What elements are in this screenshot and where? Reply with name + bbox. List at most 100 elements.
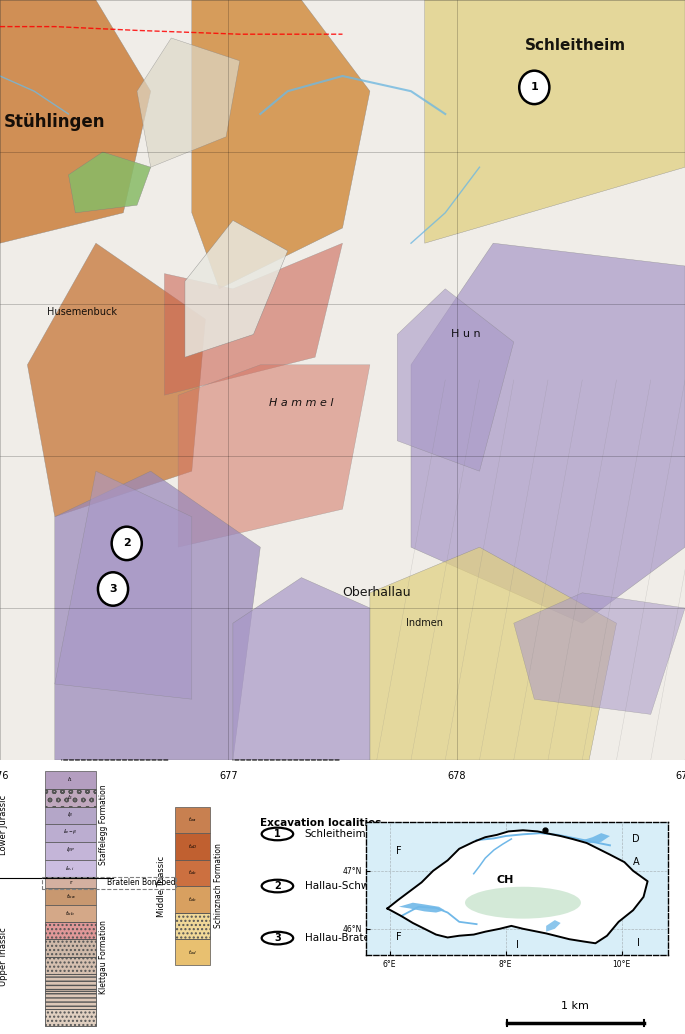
Circle shape bbox=[112, 526, 142, 560]
Circle shape bbox=[98, 572, 128, 606]
Bar bbox=[45, 789, 96, 807]
Bar bbox=[175, 913, 210, 939]
Text: I: I bbox=[516, 940, 519, 950]
Bar bbox=[42, 877, 176, 889]
Text: Excavation localities: Excavation localities bbox=[260, 818, 382, 828]
Text: Lower Jurassic: Lower Jurassic bbox=[0, 794, 8, 854]
Text: Staffelegg Formation: Staffelegg Formation bbox=[99, 784, 108, 864]
Text: Husemenbuck: Husemenbuck bbox=[47, 307, 117, 316]
Bar bbox=[175, 886, 210, 913]
Bar bbox=[45, 887, 96, 905]
Ellipse shape bbox=[465, 887, 581, 918]
Bar bbox=[45, 974, 96, 992]
Text: 1: 1 bbox=[530, 83, 538, 92]
Bar bbox=[45, 1008, 96, 1026]
Bar bbox=[175, 913, 210, 939]
Text: F: F bbox=[395, 933, 401, 942]
Text: H a m m e l: H a m m e l bbox=[269, 398, 334, 407]
Bar bbox=[45, 992, 96, 1008]
Polygon shape bbox=[192, 0, 370, 288]
Bar bbox=[45, 974, 96, 992]
Text: 3: 3 bbox=[109, 584, 117, 594]
Polygon shape bbox=[370, 547, 616, 760]
Bar bbox=[45, 922, 96, 940]
Text: CH: CH bbox=[497, 875, 514, 884]
Bar bbox=[45, 922, 96, 940]
Polygon shape bbox=[0, 0, 151, 243]
Text: Schleitheim-Santierge: Schleitheim-Santierge bbox=[305, 829, 421, 839]
Circle shape bbox=[262, 827, 293, 841]
Bar bbox=[45, 807, 96, 824]
Bar bbox=[45, 789, 96, 807]
Text: $t_{\sigma a}$: $t_{\sigma a}$ bbox=[188, 816, 197, 824]
Polygon shape bbox=[397, 288, 514, 472]
Polygon shape bbox=[546, 920, 560, 932]
Text: $t_{\sigma D}$: $t_{\sigma D}$ bbox=[188, 842, 197, 851]
Text: Oberhallau: Oberhallau bbox=[342, 586, 411, 600]
Text: Indmen: Indmen bbox=[406, 618, 443, 629]
Circle shape bbox=[262, 932, 293, 944]
Bar bbox=[175, 807, 210, 833]
Bar bbox=[45, 956, 96, 974]
Bar bbox=[175, 859, 210, 886]
Text: Middle Triassic: Middle Triassic bbox=[158, 855, 166, 916]
Text: $l_{\beta P}$: $l_{\beta P}$ bbox=[66, 846, 75, 856]
Circle shape bbox=[519, 70, 549, 104]
Bar bbox=[45, 860, 96, 878]
Bar bbox=[175, 833, 210, 859]
Polygon shape bbox=[581, 833, 610, 843]
Text: I: I bbox=[638, 938, 640, 948]
Polygon shape bbox=[233, 578, 370, 760]
Bar bbox=[45, 843, 96, 860]
Text: 1 km: 1 km bbox=[562, 1001, 589, 1010]
Bar bbox=[45, 905, 96, 922]
Text: 679: 679 bbox=[675, 771, 685, 782]
Text: $l_{1}$: $l_{1}$ bbox=[67, 776, 73, 785]
Circle shape bbox=[262, 880, 293, 892]
Polygon shape bbox=[68, 152, 151, 213]
Text: 678: 678 bbox=[447, 771, 466, 782]
Bar bbox=[45, 824, 96, 843]
Text: A: A bbox=[633, 857, 639, 868]
Text: 2: 2 bbox=[123, 539, 131, 548]
Text: Schleitheim: Schleitheim bbox=[525, 38, 626, 53]
Bar bbox=[45, 878, 96, 887]
Polygon shape bbox=[399, 903, 445, 913]
Text: 676: 676 bbox=[0, 771, 10, 782]
Polygon shape bbox=[411, 243, 685, 624]
Text: $l_{\alpha,i}$: $l_{\alpha,i}$ bbox=[65, 865, 75, 873]
Text: Stühlingen: Stühlingen bbox=[4, 113, 105, 130]
Polygon shape bbox=[55, 472, 260, 760]
Text: 677: 677 bbox=[219, 771, 238, 782]
Text: F: F bbox=[395, 846, 401, 855]
Text: 2: 2 bbox=[274, 881, 281, 891]
Text: Klettgau Formation: Klettgau Formation bbox=[99, 920, 108, 994]
Bar bbox=[45, 771, 96, 789]
Text: Schinznach Formation: Schinznach Formation bbox=[214, 844, 223, 929]
Polygon shape bbox=[185, 220, 288, 357]
Bar bbox=[45, 940, 96, 956]
Polygon shape bbox=[164, 243, 342, 395]
Text: $t_{\sigma b}$: $t_{\sigma b}$ bbox=[188, 894, 197, 904]
Text: $t_{\kappa a}$: $t_{\kappa a}$ bbox=[66, 892, 75, 901]
Text: $l_{2}$: $l_{2}$ bbox=[67, 793, 73, 802]
Text: H u n: H u n bbox=[451, 330, 481, 339]
Bar bbox=[45, 992, 96, 1008]
Text: $l_{\alpha-\beta}$: $l_{\alpha-\beta}$ bbox=[63, 828, 77, 839]
Polygon shape bbox=[514, 592, 685, 714]
Text: $t_{\kappa b}$: $t_{\kappa b}$ bbox=[65, 909, 75, 918]
Text: $t_{\sigma b}$: $t_{\sigma b}$ bbox=[188, 869, 197, 877]
Polygon shape bbox=[387, 830, 647, 943]
Text: Hallau-Bratelen: Hallau-Bratelen bbox=[305, 933, 386, 943]
Text: D: D bbox=[632, 834, 640, 844]
Text: r: r bbox=[69, 880, 71, 885]
Bar bbox=[45, 1008, 96, 1026]
Bar bbox=[45, 940, 96, 956]
Polygon shape bbox=[55, 472, 192, 699]
Text: 1: 1 bbox=[274, 829, 281, 839]
Polygon shape bbox=[137, 38, 240, 168]
Bar bbox=[175, 939, 210, 966]
Bar bbox=[45, 956, 96, 974]
Text: Hallau-Schwärzibuck: Hallau-Schwärzibuck bbox=[305, 881, 414, 891]
Polygon shape bbox=[27, 243, 206, 517]
